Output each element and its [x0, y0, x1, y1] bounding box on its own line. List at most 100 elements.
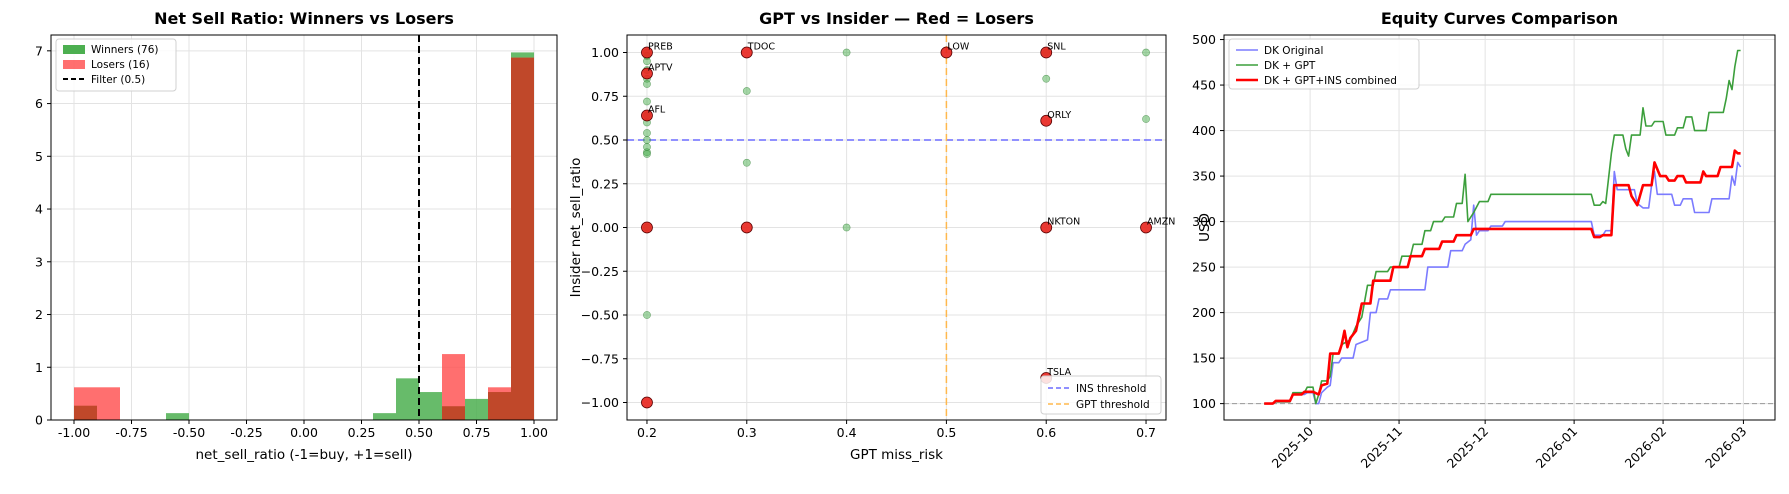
legend-swatch-winners [63, 45, 85, 54]
y-tick-label: 2 [35, 307, 43, 322]
y-tick-label: 500 [1192, 32, 1216, 47]
loser-annotation: NKTON [1047, 217, 1080, 228]
y-tick-label: 0.00 [591, 220, 619, 235]
legend: Winners (76) Losers (16) Filter (0.5) [55, 38, 177, 92]
legend-label-losers: Losers (16) [91, 59, 150, 71]
winner-point [643, 150, 651, 158]
y-tick-label: 100 [1192, 396, 1216, 411]
y-tick-label: 0.25 [591, 176, 619, 191]
legend-label-ins: INS threshold [1076, 383, 1146, 395]
x-tick-label: 1.00 [520, 425, 548, 440]
histogram-bar [396, 378, 419, 420]
x-tick-label: -0.50 [173, 425, 205, 440]
y-tick-label: −0.75 [581, 351, 619, 366]
histogram-bar [166, 413, 189, 420]
chart-title: GPT vs Insider — Red = Losers [759, 9, 1034, 28]
legend-box [1228, 38, 1420, 90]
axes-frame [1223, 34, 1776, 421]
loser-point [641, 46, 653, 59]
x-tick-label: 0.25 [348, 425, 376, 440]
equity-series-line [1264, 149, 1741, 405]
legend-label-filter: Filter (0.5) [91, 74, 145, 86]
overlap-bar [488, 392, 511, 420]
histogram-bar [419, 392, 442, 420]
legend: INS threshold GPT threshold [1040, 375, 1162, 415]
x-tick-label: 2026-03 [1702, 424, 1750, 472]
loser-point [641, 109, 653, 122]
loser-point [1040, 221, 1053, 234]
x-tick-label: 2025-11 [1358, 424, 1406, 472]
y-tick-label: −0.25 [581, 264, 619, 279]
loser-annotation: AFL [648, 105, 666, 116]
x-tick-label: -1.00 [58, 425, 90, 440]
x-tick-label: 0.6 [1036, 425, 1056, 440]
x-tick-label: 0.00 [290, 425, 318, 440]
loser-point [641, 221, 653, 234]
loser-point [1140, 221, 1152, 234]
y-tick-label: 4 [35, 202, 43, 217]
y-axis-label: USD [1197, 213, 1213, 242]
overlap-bar [442, 406, 465, 420]
y-tick-label: 150 [1192, 351, 1216, 366]
x-tick-label: 0.75 [463, 425, 491, 440]
winner-point [1042, 74, 1051, 83]
x-tick-label: 2025-10 [1269, 423, 1317, 471]
loser-point [641, 396, 653, 409]
histogram-panel: -1.00 -0.75 -0.50 -0.25 0.00 0.25 0.50 0.75 1.00… [35, 9, 558, 463]
winner-point [1142, 115, 1150, 123]
equity-series-line [1264, 49, 1741, 405]
overlap-bar [74, 405, 97, 420]
y-tick-label: 6 [35, 96, 43, 111]
x-axis-label: net_sell_ratio (-1=buy, +1=sell) [196, 447, 413, 463]
loser-annotation: APTV [648, 63, 673, 74]
y-tick-label: 7 [35, 43, 43, 58]
loser-annotation: ORLY [1047, 110, 1071, 121]
x-tick-label: -0.25 [230, 425, 262, 440]
y-tick-label: 350 [1192, 169, 1216, 184]
loser-annotation: AMZN [1147, 217, 1175, 228]
y-tick-label: 300 [1192, 214, 1216, 229]
legend: DK Original DK + GPT DK + GPT+INS combined [1228, 38, 1420, 90]
y-tick-label: 3 [35, 254, 43, 269]
loser-point [740, 46, 753, 59]
x-tick-label: -0.75 [115, 425, 147, 440]
winner-point [1142, 48, 1150, 57]
winner-point [643, 97, 651, 106]
loser-point [740, 221, 753, 234]
loser-annotation: SNL [1047, 42, 1066, 53]
x-tick-label: 0.7 [1136, 425, 1156, 440]
winner-point [643, 311, 651, 319]
legend-swatch-losers [63, 60, 85, 69]
winner-point [643, 80, 651, 88]
winner-point [842, 223, 851, 232]
x-tick-label: 0.3 [737, 425, 757, 440]
y-tick-label: −0.50 [581, 308, 619, 323]
legend-label: DK + GPT+INS combined [1264, 75, 1397, 87]
x-tick-label: 0.50 [405, 425, 433, 440]
histogram-bar [442, 354, 465, 420]
scatter-panel: PREB APTV AFL TDOC LOW SNL ORLY NKTON AMZN TSLA 0.… [568, 9, 1175, 463]
x-tick-label: 0.2 [637, 425, 657, 440]
winner-point [742, 87, 751, 95]
loser-annotation: TDOC [747, 42, 776, 53]
histogram-bar [373, 413, 396, 420]
y-tick-label: 200 [1192, 305, 1216, 320]
y-tick-label: 0 [35, 413, 43, 428]
x-tick-label: 2026-01 [1533, 424, 1581, 472]
loser-point [1040, 114, 1053, 127]
winner-point [742, 158, 751, 167]
winner-point [643, 129, 651, 137]
chart-title: Equity Curves Comparison [1381, 9, 1618, 28]
legend-label-winners: Winners (76) [91, 44, 159, 56]
y-tick-label: −1.00 [581, 395, 619, 410]
overlap-bar [511, 57, 534, 421]
equity-panel: 2025-10 2025-11 2025-12 2026-01 2026-02 2026-… [1192, 9, 1776, 472]
y-tick-label: 250 [1192, 260, 1216, 275]
winner-point [643, 136, 651, 144]
x-tick-label: 2025-12 [1444, 424, 1492, 472]
loser-point [1040, 46, 1053, 59]
loser-annotation: PREB [648, 42, 673, 53]
loser-point [940, 46, 953, 59]
y-tick-label: 1 [35, 360, 43, 375]
